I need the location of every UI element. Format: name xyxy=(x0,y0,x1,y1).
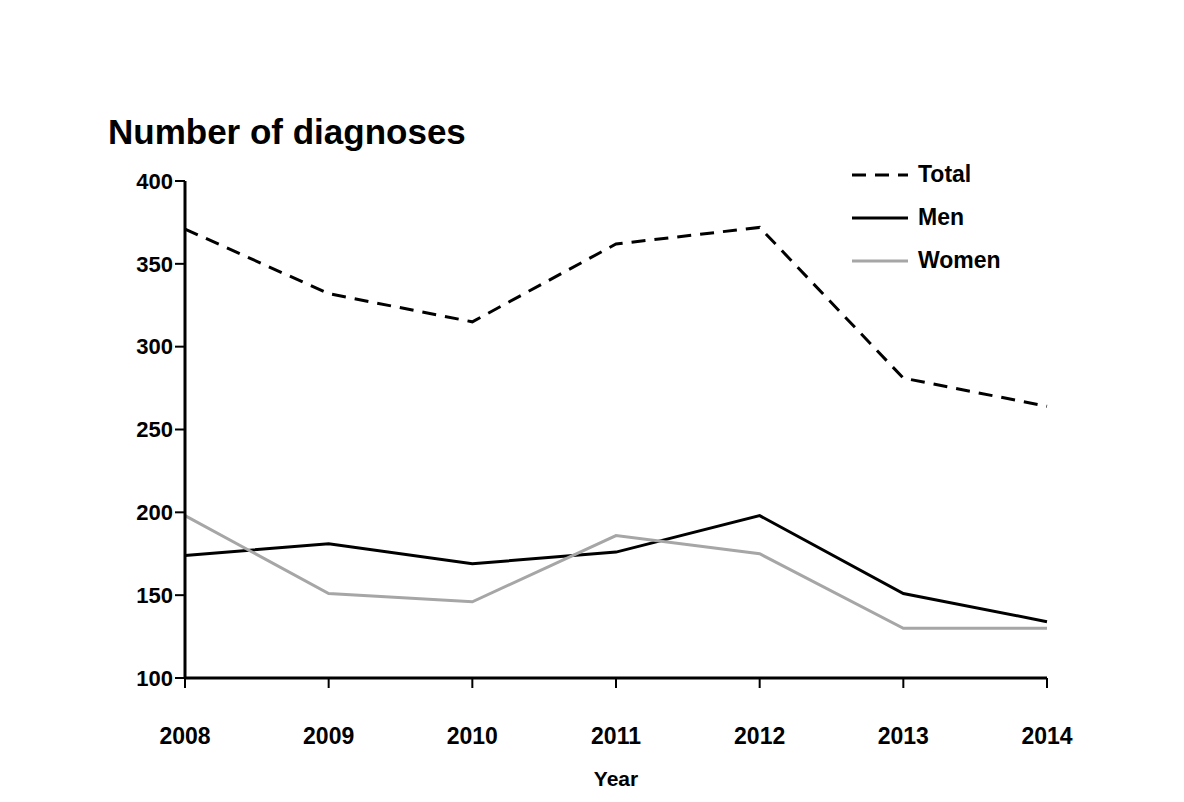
svg-text:400: 400 xyxy=(136,169,173,194)
svg-text:2013: 2013 xyxy=(878,723,929,749)
svg-text:2012: 2012 xyxy=(734,723,785,749)
svg-text:300: 300 xyxy=(136,334,173,359)
html-text:Women: Women xyxy=(918,247,1001,273)
svg-text:2011: 2011 xyxy=(591,723,641,749)
svg-text:100: 100 xyxy=(136,666,173,691)
svg-text:200: 200 xyxy=(136,500,173,525)
svg-text:2010: 2010 xyxy=(447,723,498,749)
svg-text:250: 250 xyxy=(136,417,173,442)
svg-text:2008: 2008 xyxy=(159,723,210,749)
svg-text:150: 150 xyxy=(136,583,173,608)
html-text:Number of diagnoses: Number of diagnoses xyxy=(108,112,466,151)
svg-text:350: 350 xyxy=(136,252,173,277)
svg-text:2014: 2014 xyxy=(1021,723,1072,749)
svg-text:Year: Year xyxy=(594,767,638,790)
html-text:Total: Total xyxy=(918,161,972,187)
html-text:Men: Men xyxy=(918,204,964,230)
svg-text:2009: 2009 xyxy=(303,723,354,749)
